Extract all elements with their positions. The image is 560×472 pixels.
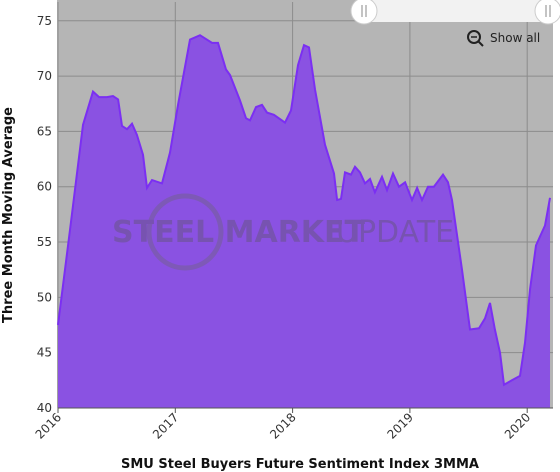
x-tick-label: 2019 (385, 410, 416, 441)
line (57, 34, 551, 387)
y-tick-label: 75 (37, 14, 52, 28)
x-axis-label: SMU Steel Buyers Future Sentiment Index … (121, 457, 479, 472)
y-tick-label: 45 (37, 346, 52, 360)
watermark-text: STEEL MARKET (112, 215, 366, 250)
y-tick-label: 55 (37, 235, 52, 249)
x-tick-label: 2017 (150, 410, 181, 441)
y-tick-label: 70 (37, 69, 52, 83)
marks (57, 34, 551, 408)
x-tick-label: 2018 (267, 410, 298, 441)
slider-handle[interactable] (534, 0, 560, 25)
button-label[interactable]: Show all (490, 31, 540, 45)
zoom-icon (477, 40, 484, 47)
y-tick-label: 40 (37, 401, 52, 415)
x-tick-label: 2020 (502, 410, 533, 441)
watermark-text: UPDATE (336, 215, 454, 250)
area (58, 35, 550, 408)
y-tick-label: 50 (37, 290, 52, 304)
y-axis-label: Three Month Moving Average (1, 107, 16, 323)
show-all-button[interactable]: Show all (467, 30, 540, 47)
watermark: STEEL MARKET UPDATE (112, 193, 454, 271)
range-slider[interactable] (363, 0, 553, 22)
zoom-icon (467, 30, 481, 44)
y-tick-label: 65 (37, 124, 52, 138)
slider-handle[interactable] (350, 0, 378, 25)
y-tick-label: 60 (37, 180, 52, 194)
watermark-logo (146, 193, 224, 271)
